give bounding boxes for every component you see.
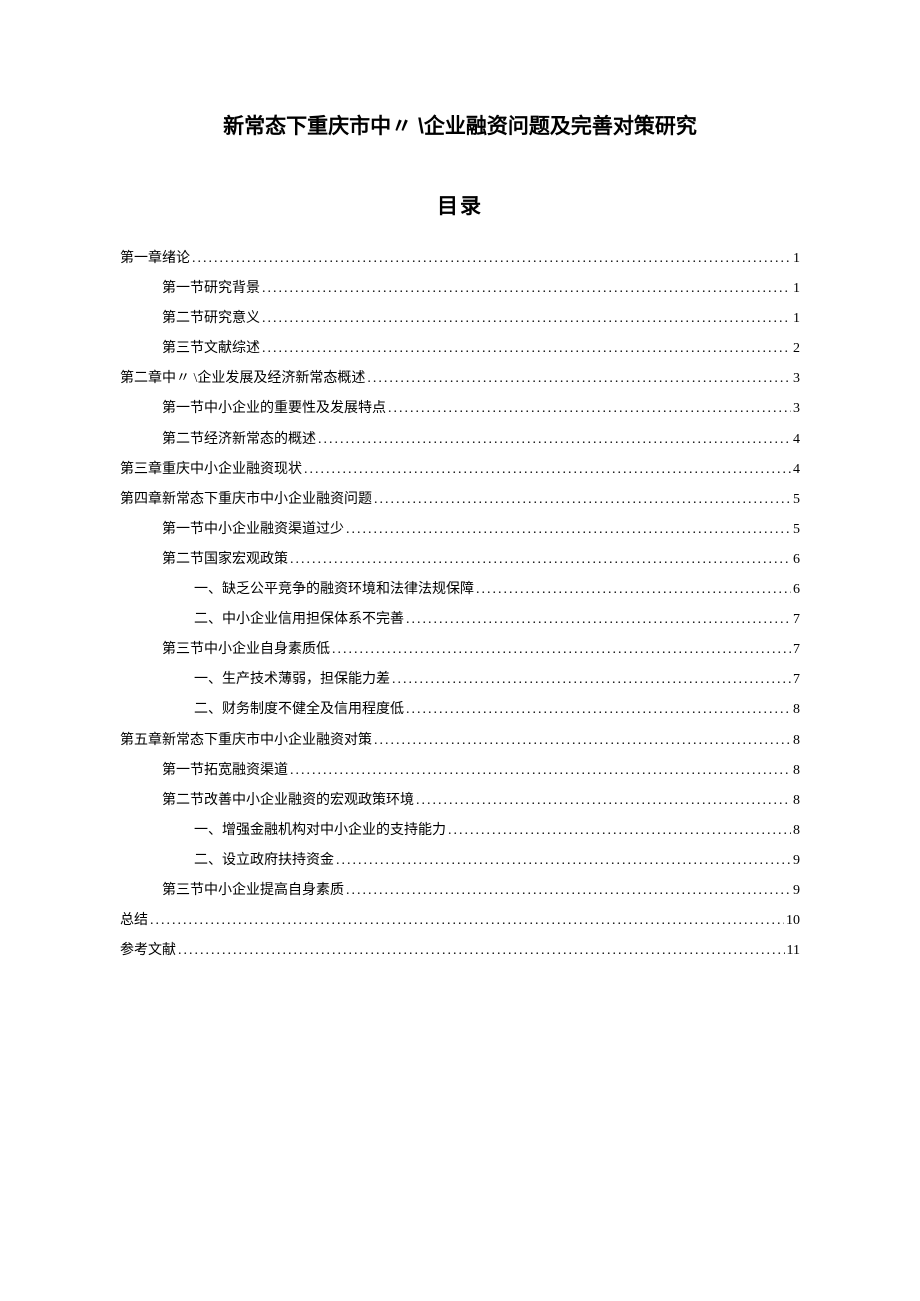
toc-entry-label: 第一节拓宽融资渠道: [162, 756, 288, 786]
toc-leader-dots: [288, 545, 791, 575]
document-title: 新常态下重庆市中〃 \企业融资问题及完善对策研究: [120, 110, 800, 140]
toc-leader-dots: [330, 635, 791, 665]
toc-leader-dots: [176, 936, 785, 966]
toc-entry-page: 8: [791, 726, 800, 756]
toc-leader-dots: [474, 575, 791, 605]
toc-leader-dots: [190, 244, 791, 274]
toc-leader-dots: [148, 906, 784, 936]
toc-row: 第二章中〃 \企业发展及经济新常态概述 3: [120, 364, 800, 394]
toc-leader-dots: [372, 485, 791, 515]
table-of-contents: 第一章绪论1第一节研究背景1第二节研究意义1第三节文献综述2第二章中〃 \企业发…: [120, 244, 800, 966]
toc-leader-dots: [404, 695, 791, 725]
toc-leader-dots: [344, 515, 791, 545]
toc-entry-page: 11: [785, 936, 800, 966]
toc-entry-label: 参考文献: [120, 936, 176, 966]
toc-row: 第一节中小企业的重要性及发展特点 3: [120, 394, 800, 424]
toc-entry-page: 3: [791, 364, 800, 394]
toc-row: 第二节国家宏观政策 6: [120, 545, 800, 575]
toc-entry-page: 10: [784, 906, 800, 936]
toc-entry-page: 4: [791, 455, 800, 485]
toc-row: 总结 10: [120, 906, 800, 936]
toc-entry-page: 3: [791, 394, 800, 424]
toc-row: 第二节改善中小企业融资的宏观政策环境 8: [120, 786, 800, 816]
toc-row: 第三节文献综述 2: [120, 334, 800, 364]
toc-entry-label: 第一节中小企业的重要性及发展特点: [162, 394, 386, 424]
toc-entry-label: 第三章重庆中小企业融资现状: [120, 455, 302, 485]
toc-leader-dots: [344, 876, 791, 906]
toc-leader-dots: [334, 846, 791, 876]
toc-leader-dots: [260, 274, 791, 304]
toc-entry-page: 8: [791, 756, 800, 786]
toc-entry-label: 二、中小企业信用担保体系不完善: [194, 605, 404, 635]
toc-row: 第三节中小企业提高自身素质 9: [120, 876, 800, 906]
toc-row: 一、缺乏公平竞争的融资环境和法律法规保障 6: [120, 575, 800, 605]
toc-leader-dots: [372, 726, 791, 756]
toc-entry-page: 2: [791, 334, 800, 364]
toc-entry-page: 6: [791, 545, 800, 575]
toc-leader-dots: [260, 334, 791, 364]
toc-leader-dots: [260, 304, 791, 334]
toc-entry-page: 9: [791, 846, 800, 876]
toc-row: 二、中小企业信用担保体系不完善 7: [120, 605, 800, 635]
toc-leader-dots: [414, 786, 791, 816]
toc-leader-dots: [316, 425, 791, 455]
toc-entry-page: 5: [791, 485, 800, 515]
toc-leader-dots: [365, 364, 791, 394]
toc-entry-label: 二、财务制度不健全及信用程度低: [194, 695, 404, 725]
toc-entry-page: 8: [791, 786, 800, 816]
toc-row: 二、设立政府扶持资金 9: [120, 846, 800, 876]
toc-leader-dots: [404, 605, 791, 635]
toc-row: 第三节中小企业自身素质低 7: [120, 635, 800, 665]
toc-entry-label: 第二节研究意义: [162, 304, 260, 334]
toc-row: 第一节研究背景 1: [120, 274, 800, 304]
toc-entry-page: 7: [791, 665, 800, 695]
toc-entry-label: 一、增强金融机构对中小企业的支持能力: [194, 816, 446, 846]
toc-row: 第五章新常态下重庆市中小企业融资对策 8: [120, 726, 800, 756]
toc-entry-page: 9: [791, 876, 800, 906]
toc-entry-label: 第二章中〃 \企业发展及经济新常态概述: [120, 364, 365, 394]
toc-row: 第二节经济新常态的概述 4: [120, 425, 800, 455]
toc-heading: 目录: [120, 190, 800, 220]
toc-entry-page: 6: [791, 575, 800, 605]
toc-entry-label: 第三节文献综述: [162, 334, 260, 364]
toc-entry-page: 1: [791, 244, 800, 274]
toc-entry-label: 总结: [120, 906, 148, 936]
toc-row: 第一节拓宽融资渠道 8: [120, 756, 800, 786]
toc-entry-label: 一、缺乏公平竞争的融资环境和法律法规保障: [194, 575, 474, 605]
toc-leader-dots: [302, 455, 791, 485]
toc-entry-label: 第一节中小企业融资渠道过少: [162, 515, 344, 545]
toc-leader-dots: [446, 816, 791, 846]
toc-leader-dots: [386, 394, 791, 424]
toc-row: 一、生产技术薄弱，担保能力差 7: [120, 665, 800, 695]
toc-entry-label: 第三节中小企业提高自身素质: [162, 876, 344, 906]
toc-entry-page: 8: [791, 695, 800, 725]
toc-entry-label: 第一章绪论: [120, 244, 190, 274]
toc-entry-page: 1: [791, 304, 800, 334]
toc-entry-label: 一、生产技术薄弱，担保能力差: [194, 665, 390, 695]
toc-leader-dots: [288, 756, 791, 786]
toc-entry-label: 第四章新常态下重庆市中小企业融资问题: [120, 485, 372, 515]
toc-row: 第三章重庆中小企业融资现状 4: [120, 455, 800, 485]
toc-leader-dots: [390, 665, 791, 695]
toc-row: 第一节中小企业融资渠道过少 5: [120, 515, 800, 545]
toc-entry-label: 第二节改善中小企业融资的宏观政策环境: [162, 786, 414, 816]
toc-row: 第二节研究意义 1: [120, 304, 800, 334]
toc-row: 第四章新常态下重庆市中小企业融资问题 5: [120, 485, 800, 515]
toc-entry-page: 8: [791, 816, 800, 846]
toc-entry-page: 4: [791, 425, 800, 455]
toc-entry-page: 7: [791, 635, 800, 665]
toc-entry-label: 第一节研究背景: [162, 274, 260, 304]
toc-entry-label: 第二节国家宏观政策: [162, 545, 288, 575]
toc-entry-page: 5: [791, 515, 800, 545]
toc-entry-label: 二、设立政府扶持资金: [194, 846, 334, 876]
toc-row: 一、增强金融机构对中小企业的支持能力 8: [120, 816, 800, 846]
toc-row: 参考文献 11: [120, 936, 800, 966]
toc-entry-label: 第二节经济新常态的概述: [162, 425, 316, 455]
toc-row: 二、财务制度不健全及信用程度低 8: [120, 695, 800, 725]
toc-row: 第一章绪论 1: [120, 244, 800, 274]
toc-entry-page: 7: [791, 605, 800, 635]
toc-entry-label: 第五章新常态下重庆市中小企业融资对策: [120, 726, 372, 756]
toc-entry-label: 第三节中小企业自身素质低: [162, 635, 330, 665]
toc-entry-page: 1: [791, 274, 800, 304]
